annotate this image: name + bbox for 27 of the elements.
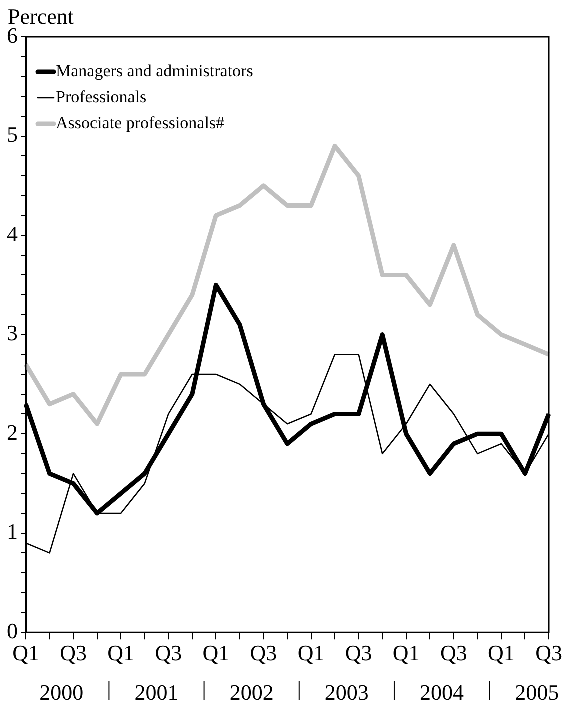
y-tick-label: 3 [7, 320, 18, 346]
y-tick-label: 4 [7, 221, 18, 246]
text: 2000 [40, 680, 84, 705]
text: 2004 [420, 680, 464, 705]
text: 2003 [324, 680, 369, 705]
text: 2005 [515, 680, 560, 705]
x-tick-label: Q3 [440, 640, 468, 666]
x-tick-label: Q1 [298, 640, 325, 666]
x-tick-label: Q1 [108, 640, 135, 666]
x-tick-label: Q3 [345, 640, 372, 666]
y-tick-label: 1 [7, 519, 18, 544]
x-tick-label: Q3 [250, 640, 278, 666]
legend-label: Associate professionals# [56, 113, 226, 132]
x-tick-label: Q3 [536, 640, 562, 666]
text: 2002 [230, 680, 274, 705]
x-tick-label: Q1 [488, 640, 515, 666]
x-tick-label: Q3 [60, 640, 87, 666]
y-tick-label: 5 [7, 122, 18, 148]
y-tick-label: 2 [7, 420, 18, 445]
legend-label: Professionals [56, 87, 147, 106]
x-tick-label: Q3 [155, 640, 182, 666]
text: 2001 [134, 680, 179, 705]
x-tick-label: Q1 [202, 640, 230, 666]
x-tick-label: Q1 [392, 640, 420, 666]
legend-label: Managers and administrators [56, 61, 254, 80]
y-tick-label: 0 [7, 618, 18, 644]
x-tick-label: Q1 [12, 640, 40, 666]
